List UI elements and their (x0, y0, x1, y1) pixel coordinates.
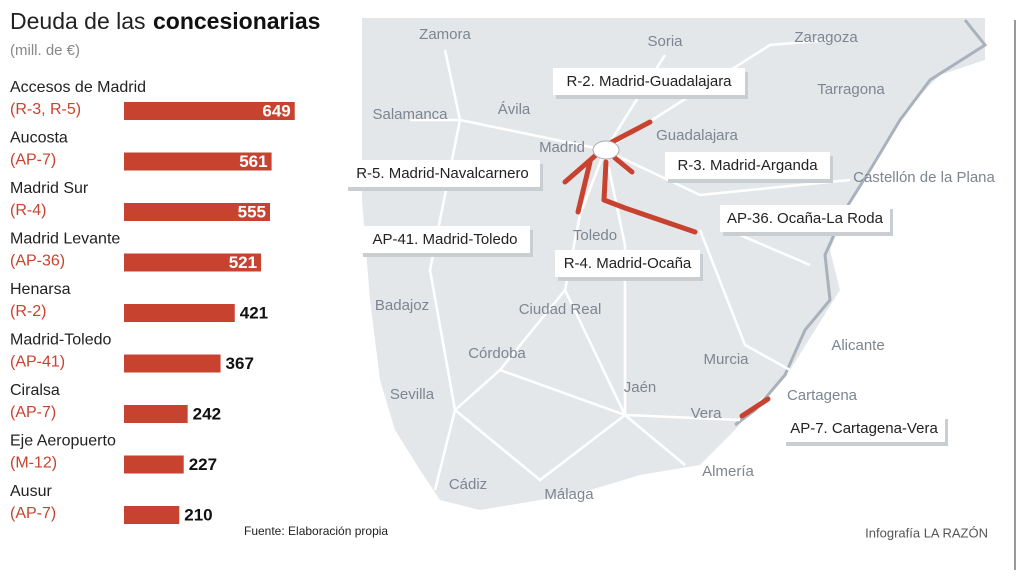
category-label: Madrid Levante (10, 231, 120, 248)
category-label: Madrid Sur (10, 180, 89, 197)
credit: Infografía LA RAZÓN (865, 525, 988, 540)
route-label-box (555, 250, 700, 277)
route-ap41 (575, 159, 593, 215)
category-label: Aucosta (10, 130, 68, 147)
category-code: (R-4) (10, 202, 46, 219)
city-label: Badajoz (375, 297, 429, 314)
city-label: Salamanca (372, 106, 448, 123)
route-label: R-2. Madrid-Guadalajara (566, 73, 732, 90)
category-label: Ciralsa (10, 382, 60, 399)
city-label: Vera (691, 405, 723, 422)
city-label: Zaragoza (794, 29, 858, 46)
city-label: Toledo (573, 227, 617, 244)
city-label: Sevilla (390, 386, 435, 403)
route-r2 (609, 119, 653, 145)
city-label: Córdoba (468, 345, 526, 362)
route-label-box (720, 205, 890, 232)
route-ap7 (739, 396, 771, 419)
value-label: 210 (184, 505, 212, 524)
bar (124, 304, 235, 322)
city-label: Guadalajara (656, 127, 738, 144)
madrid-marker (592, 140, 620, 160)
city-label: Castellón de la Plana (853, 169, 995, 186)
city-label: Cartagena (787, 387, 858, 404)
value-label: 227 (189, 455, 217, 474)
route-r3 (612, 155, 635, 175)
bar (124, 354, 221, 373)
category-code: (AP-36) (10, 253, 65, 270)
category-label: Ausur (10, 483, 52, 500)
route-label-box (345, 160, 540, 187)
route-label-box (360, 226, 530, 253)
category-code: (AP-41) (10, 354, 65, 371)
category-label: Accesos de Madrid (10, 79, 146, 96)
route-label: AP-36. Ocaña-La Roda (727, 210, 884, 227)
route-r5 (562, 152, 599, 185)
city-label: Soria (647, 33, 683, 50)
city-label: Alicante (831, 337, 884, 354)
route-label-box (553, 68, 745, 95)
bar (124, 253, 262, 272)
value-label: 421 (240, 303, 268, 322)
bar (124, 455, 184, 474)
value-label: 521 (229, 253, 257, 272)
category-code: (AP-7) (10, 404, 56, 421)
city-label: Almería (702, 463, 754, 480)
city-label: Málaga (544, 486, 594, 503)
route-label-box (783, 415, 945, 442)
category-code: (M-12) (10, 455, 57, 472)
route-label: AP-41. Madrid-Toledo (372, 231, 517, 248)
city-label: Ávila (498, 101, 531, 118)
bar (124, 506, 180, 524)
route-label: R-4. Madrid-Ocaña (564, 255, 692, 272)
value-label: 649 (262, 101, 290, 120)
route-label: AP-7. Cartagena-Vera (790, 420, 938, 437)
city-label: Cádiz (449, 476, 487, 493)
route-label: R-3. Madrid-Arganda (677, 157, 818, 174)
city-label: Murcia (703, 351, 749, 368)
category-code: (AP-7) (10, 505, 56, 522)
bar (124, 203, 271, 221)
value-label: 555 (238, 202, 266, 221)
bar (124, 405, 188, 423)
chart-title: Deuda de las (10, 8, 146, 34)
bar (124, 152, 272, 171)
route-label-box (665, 152, 830, 179)
value-label: 561 (239, 152, 267, 171)
city-label: Ciudad Real (519, 301, 602, 318)
bar (124, 102, 295, 120)
route-r4 (601, 159, 609, 203)
source: Fuente: Elaboración propia (244, 524, 388, 538)
chart-subtitle: (mill. de €) (10, 42, 80, 59)
category-code: (R-2) (10, 303, 46, 320)
city-label: Madrid (539, 139, 585, 156)
value-label: 367 (226, 354, 254, 373)
route-ap36 (601, 197, 698, 235)
category-code: (R-3, R-5) (10, 101, 81, 118)
city-label: Tarragona (817, 81, 885, 98)
city-label: Zamora (419, 26, 471, 43)
category-code: (AP-7) (10, 152, 56, 169)
route-label: R-5. Madrid-Navalcarnero (356, 165, 529, 182)
category-label: Eje Aeropuerto (10, 433, 116, 450)
value-label: 242 (193, 404, 221, 423)
city-label: Jaén (624, 379, 657, 396)
category-label: Henarsa (10, 281, 71, 298)
chart-title-bold: concesionarias (153, 8, 320, 34)
category-label: Madrid-Toledo (10, 332, 111, 349)
